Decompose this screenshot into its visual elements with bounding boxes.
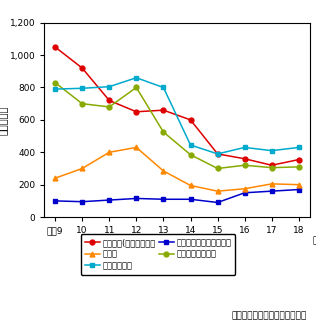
通信機 <box>189 183 192 187</box>
半導体等電子部品 <box>270 166 274 170</box>
半導体等電子部品 <box>134 86 138 89</box>
音響・映像機器の部分品 <box>216 201 220 204</box>
電算機類(含周辺機器） <box>270 163 274 167</box>
通信機 <box>161 169 165 173</box>
通信機 <box>216 189 220 193</box>
半導体等電子部品 <box>107 105 111 109</box>
電算機類(含周辺機器） <box>80 66 84 70</box>
通信機 <box>53 176 57 180</box>
通信機 <box>107 150 111 154</box>
半導体等電子部品 <box>189 153 192 156</box>
通信機 <box>243 187 246 191</box>
科学光学機器 <box>80 87 84 90</box>
Legend: 電算機類(含周辺機器）, 通信機, 科学光学機器, 音響・映像機器の部分品, 半導体等電子部品: 電算機類(含周辺機器）, 通信機, 科学光学機器, 音響・映像機器の部分品, 半… <box>81 234 235 274</box>
電算機類(含周辺機器） <box>243 157 246 161</box>
半導体等電子部品 <box>80 102 84 106</box>
通信機 <box>80 167 84 170</box>
音響・映像機器の部分品 <box>134 196 138 200</box>
音響・映像機器の部分品 <box>297 188 301 191</box>
通信機 <box>270 182 274 186</box>
Line: 科学光学機器: 科学光学機器 <box>53 75 301 156</box>
科学光学機器 <box>189 143 192 147</box>
半導体等電子部品 <box>297 165 301 169</box>
Text: 財務省「貳易統計」により作成: 財務省「貳易統計」により作成 <box>231 312 307 321</box>
音響・映像機器の部分品 <box>243 191 246 195</box>
音響・映像機器の部分品 <box>161 197 165 201</box>
通信機 <box>297 183 301 187</box>
半導体等電子部品 <box>53 81 57 85</box>
音響・映像機器の部分品 <box>80 200 84 204</box>
音響・映像機器の部分品 <box>270 189 274 193</box>
電算機類(含周辺機器） <box>297 158 301 162</box>
科学光学機器 <box>53 87 57 91</box>
電算機類(含周辺機器） <box>134 110 138 114</box>
Line: 半導体等電子部品: 半導体等電子部品 <box>53 80 301 171</box>
科学光学機器 <box>107 85 111 89</box>
電算機類(含周辺機器） <box>189 118 192 122</box>
Line: 音響・映像機器の部分品: 音響・映像機器の部分品 <box>53 187 301 205</box>
科学光学機器 <box>243 145 246 149</box>
半導体等電子部品 <box>243 163 246 167</box>
電算機類(含周辺機器） <box>107 98 111 102</box>
電算機類(含周辺機器） <box>53 45 57 49</box>
電算機類(含周辺機器） <box>216 152 220 156</box>
音響・映像機器の部分品 <box>189 197 192 201</box>
科学光学機器 <box>134 76 138 80</box>
音響・映像機器の部分品 <box>53 199 57 203</box>
科学光学機器 <box>297 145 301 149</box>
通信機 <box>134 145 138 149</box>
科学光学機器 <box>270 149 274 153</box>
Text: （年）: （年） <box>313 237 316 246</box>
Y-axis label: （十億円）: （十億円） <box>0 105 8 134</box>
科学光学機器 <box>216 152 220 156</box>
半導体等電子部品 <box>216 167 220 170</box>
音響・映像機器の部分品 <box>107 198 111 202</box>
Line: 通信機: 通信機 <box>53 145 301 194</box>
半導体等電子部品 <box>161 130 165 134</box>
電算機類(含周辺機器） <box>161 108 165 112</box>
科学光学機器 <box>161 86 165 89</box>
Line: 電算機類(含周辺機器）: 電算機類(含周辺機器） <box>53 44 301 168</box>
